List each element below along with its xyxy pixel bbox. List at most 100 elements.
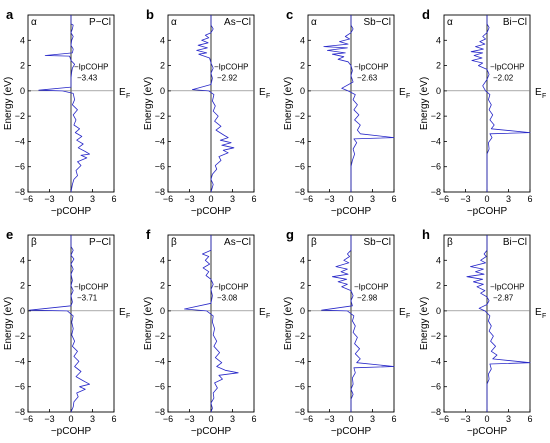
y-tick-label: −4: [155, 136, 165, 146]
x-tick-label: 3: [370, 194, 375, 204]
x-tick-label: 3: [90, 194, 95, 204]
bond-label: As−Cl: [224, 237, 251, 248]
y-axis-label: Energy (eV): [3, 297, 14, 350]
x-tick-label: 3: [506, 414, 511, 424]
bond-label: P−Cl: [89, 17, 111, 28]
fermi-label-subscript: F: [126, 93, 130, 100]
y-tick-label: 2: [20, 281, 25, 291]
panel-letter: g: [286, 227, 294, 242]
bond-label: Sb−Cl: [363, 237, 391, 248]
bond-label: Sb−Cl: [363, 17, 391, 28]
y-tick-label: −6: [15, 382, 25, 392]
bond-label: Bi−Cl: [503, 17, 527, 28]
y-tick-label: −6: [155, 162, 165, 172]
x-tick-label: −3: [184, 194, 194, 204]
fermi-label: E: [119, 87, 126, 98]
y-tick-label: 4: [160, 255, 165, 265]
fermi-label-subscript: F: [126, 313, 130, 320]
x-tick-label: 0: [348, 194, 353, 204]
x-tick-label: 6: [527, 414, 532, 424]
y-tick-label: −8: [155, 187, 165, 197]
pcohp-curve: [466, 235, 531, 412]
y-axis-label: Energy (eV): [419, 297, 430, 350]
x-axis-label: −pCOHP: [467, 426, 508, 437]
y-tick-label: −2: [431, 111, 441, 121]
fermi-label-subscript: F: [266, 93, 270, 100]
y-tick-label: −2: [295, 111, 305, 121]
x-tick-label: 3: [370, 414, 375, 424]
x-tick-label: 0: [484, 194, 489, 204]
ipcohp-value: −2.02: [493, 74, 514, 83]
x-tick-label: 0: [348, 414, 353, 424]
y-tick-label: −8: [431, 407, 441, 417]
pcohp-curve: [184, 235, 239, 413]
fermi-label: E: [535, 87, 542, 98]
y-tick-label: −4: [295, 356, 305, 366]
x-tick-label: −6: [303, 414, 313, 424]
y-tick-label: −2: [295, 331, 305, 341]
x-tick-label: −3: [460, 194, 470, 204]
y-tick-label: 0: [20, 306, 25, 316]
x-tick-label: 0: [68, 414, 73, 424]
x-tick-label: −3: [460, 414, 470, 424]
fermi-label-subscript: F: [406, 313, 410, 320]
ipcohp-label: −IpCOHP: [490, 282, 524, 291]
ipcohp-value: −2.98: [357, 294, 378, 303]
y-tick-label: −6: [431, 162, 441, 172]
y-tick-label: −6: [155, 382, 165, 392]
bond-label: P−Cl: [89, 237, 111, 248]
y-tick-label: −6: [15, 162, 25, 172]
x-tick-label: 6: [251, 194, 256, 204]
pcohp-curve: [470, 15, 531, 192]
y-tick-label: 4: [160, 35, 165, 45]
x-tick-label: 6: [391, 194, 396, 204]
y-tick-label: 0: [436, 86, 441, 96]
ipcohp-label: −IpCOHP: [74, 282, 108, 291]
ipcohp-value: −3.71: [77, 294, 98, 303]
y-axis-label: Energy (eV): [143, 77, 154, 130]
x-tick-label: 6: [527, 194, 532, 204]
ipcohp-value: −2.92: [217, 74, 238, 83]
x-axis-label: −pCOHP: [51, 206, 92, 217]
y-tick-label: −8: [431, 187, 441, 197]
y-tick-label: 4: [20, 35, 25, 45]
phase-label: β: [311, 237, 317, 248]
y-tick-label: 2: [300, 61, 305, 71]
ipcohp-value: −2.87: [493, 294, 514, 303]
y-tick-label: −2: [431, 331, 441, 341]
x-tick-label: −6: [163, 194, 173, 204]
x-tick-label: −6: [23, 194, 33, 204]
y-tick-label: −8: [295, 187, 305, 197]
x-axis-label: −pCOHP: [467, 206, 508, 217]
ipcohp-value: −2.63: [357, 74, 378, 83]
y-tick-label: −2: [155, 331, 165, 341]
y-tick-label: 2: [436, 281, 441, 291]
x-tick-label: −6: [439, 414, 449, 424]
ipcohp-value: −3.43: [77, 74, 98, 83]
x-axis-label: −pCOHP: [331, 426, 372, 437]
y-tick-label: −6: [295, 162, 305, 172]
x-tick-label: 0: [68, 194, 73, 204]
phase-label: β: [171, 237, 177, 248]
y-tick-label: 0: [20, 86, 25, 96]
fermi-label: E: [119, 307, 126, 318]
fermi-label-subscript: F: [542, 93, 546, 100]
fermi-label: E: [259, 307, 266, 318]
ipcohp-label: −IpCOHP: [354, 62, 388, 71]
x-tick-label: −3: [324, 194, 334, 204]
pcohp-curve: [38, 15, 90, 193]
y-tick-label: −2: [15, 111, 25, 121]
panel-letter: e: [6, 227, 13, 242]
y-tick-label: 2: [20, 61, 25, 71]
y-tick-label: 0: [436, 306, 441, 316]
y-tick-label: −4: [431, 356, 441, 366]
ipcohp-label: −IpCOHP: [74, 62, 108, 71]
x-tick-label: −6: [163, 414, 173, 424]
y-tick-label: −8: [15, 407, 25, 417]
fermi-label-subscript: F: [266, 313, 270, 320]
x-tick-label: −3: [324, 414, 334, 424]
y-tick-label: 4: [436, 255, 441, 265]
x-tick-label: 3: [506, 194, 511, 204]
